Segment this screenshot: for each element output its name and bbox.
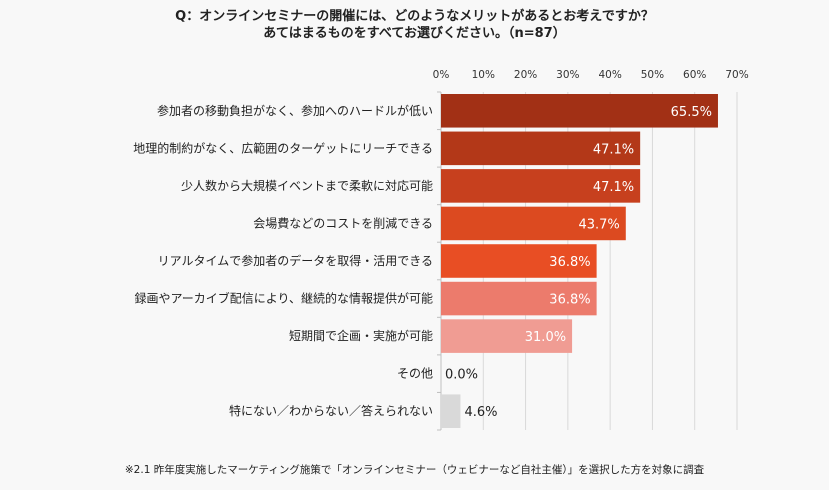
- category-label: 会場費などのコストを削減できる: [253, 215, 433, 230]
- title-line-1: Q：オンラインセミナーの開催には、どのようなメリットがあるとお考えですか？: [175, 9, 654, 24]
- category-label: 録画やアーカイブ配信により、継続的な情報提供が可能: [134, 291, 433, 306]
- data-label: 47.1%: [593, 180, 634, 195]
- data-label: 36.8%: [549, 293, 590, 308]
- category-label: その他: [397, 367, 433, 381]
- x-tick-label: 0%: [433, 69, 450, 81]
- data-label: 47.1%: [593, 142, 634, 157]
- x-tick-label: 70%: [725, 69, 748, 81]
- bar: [441, 169, 641, 203]
- data-label: 4.6%: [464, 405, 497, 420]
- category-label: 特にない／わからない／答えられない: [229, 403, 433, 418]
- x-tick-label: 60%: [683, 69, 706, 81]
- chart-title: Q：オンラインセミナーの開催には、どのようなメリットがあるとお考えですか？ あて…: [0, 8, 829, 42]
- category-label: リアルタイムで参加者のデータを取得・活用できる: [158, 253, 433, 268]
- category-label: 地理的制約がなく、広範囲のターゲットにリーチできる: [133, 140, 433, 155]
- bar: [441, 319, 573, 353]
- data-label: 65.5%: [671, 105, 712, 120]
- bar: [441, 94, 718, 128]
- title-line-2: あてはまるものをすべてお選びください。（n=87）: [263, 26, 566, 41]
- bar: [441, 131, 641, 166]
- data-label: 31.0%: [525, 330, 566, 345]
- x-tick-label: 20%: [514, 69, 537, 81]
- bar: [441, 244, 597, 278]
- data-label: 43.7%: [578, 217, 619, 232]
- x-tick-label: 30%: [556, 69, 579, 81]
- category-label: 短期間で企画・実施が可能: [289, 328, 433, 343]
- category-label: 参加者の移動負担がなく、参加へのハードルが低い: [157, 103, 433, 118]
- bar: [441, 394, 461, 428]
- x-tick-label: 50%: [641, 69, 664, 81]
- x-tick-label: 10%: [472, 69, 495, 81]
- data-label: 36.8%: [549, 255, 590, 270]
- bar: [441, 206, 626, 241]
- bar: [441, 281, 597, 316]
- data-label: 0.0%: [445, 368, 478, 383]
- x-tick-label: 40%: [598, 69, 621, 81]
- footnote: ※2.1 昨年度実施したマーケティング施策で「オンラインセミナー（ウェビナーなど…: [124, 464, 705, 476]
- category-label: 少人数から大規模イベントまで柔軟に対応可能: [181, 178, 433, 193]
